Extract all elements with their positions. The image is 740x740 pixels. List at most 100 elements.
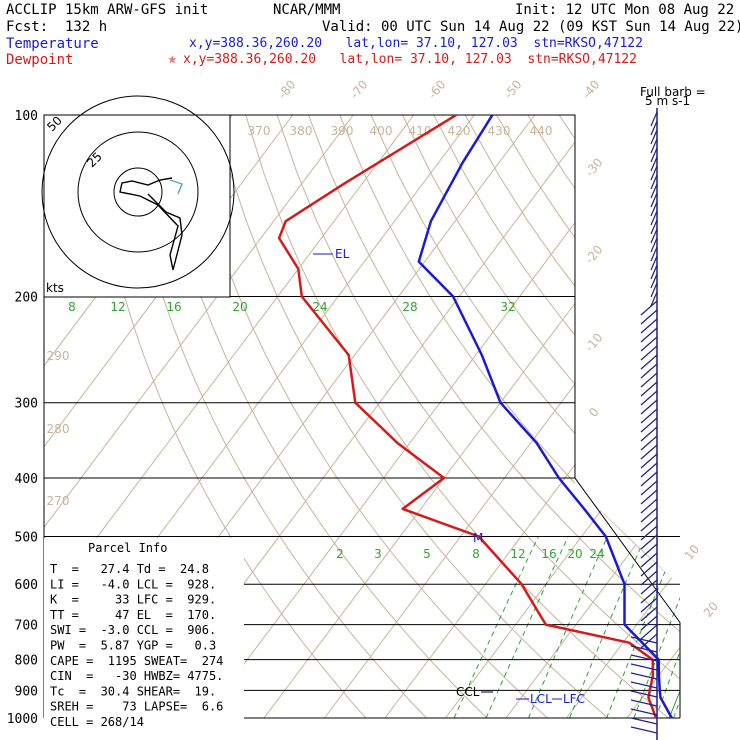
- wind-barb: [640, 336, 658, 352]
- model-title: ACCLIP 15km ARW-GFS init: [6, 2, 209, 18]
- ccl-label: CCL: [456, 685, 480, 699]
- wind-barb: [640, 417, 658, 433]
- wind-barb: [640, 444, 658, 460]
- wind-barb: [630, 654, 658, 662]
- parcel-info-row: K = 33 LFC = 929.: [50, 593, 216, 607]
- theta-label: 380: [290, 124, 313, 138]
- dry-adiabat-line: [652, 115, 680, 719]
- wind-barb: [640, 426, 658, 442]
- mixing-ratio-dashed-line: [673, 536, 680, 719]
- dry-adiabat-line: [276, 115, 680, 719]
- pressure-label: 400: [15, 472, 38, 487]
- wind-barb: [630, 663, 658, 671]
- isotherm-line: [44, 115, 415, 719]
- dry-adiabat-line: [214, 115, 609, 719]
- dry-adiabat-line: [120, 115, 427, 719]
- theta-label: 390: [331, 124, 354, 138]
- wind-barb: [630, 672, 658, 680]
- wind-barb: [650, 111, 658, 127]
- wind-barb: [630, 636, 658, 644]
- isotherm-label: 0: [586, 405, 602, 420]
- hodograph-box: [43, 114, 231, 298]
- wind-barb: [640, 372, 658, 388]
- wind-barb: [640, 507, 658, 523]
- wind-barb: [650, 228, 658, 244]
- isotherm-line: [566, 115, 680, 719]
- wind-barb: [640, 309, 658, 325]
- theta-label-left: 270: [47, 494, 70, 508]
- mixing-ratio-label: 32: [500, 300, 515, 314]
- pressure-label: 200: [15, 291, 38, 306]
- forecast-hour: Fcst: 132 h: [6, 19, 108, 35]
- dry-adiabat-line: [716, 115, 740, 718]
- mixing-ratio-line: [706, 297, 740, 719]
- wind-barb: [640, 354, 658, 370]
- lcl-label: LCL: [530, 692, 552, 706]
- mixing-ratio-dashed-line: [606, 536, 680, 719]
- isotherm-label: -60: [425, 77, 448, 101]
- theta-label: 370: [248, 124, 271, 138]
- parcel-info-row: SREH = 73 LAPSE= 6.6: [50, 700, 223, 714]
- parcel-info-row: T = 27.4 Td = 24.8: [50, 562, 209, 576]
- dewpoint-marker-icon: ✯: [168, 51, 177, 67]
- parcel-info-row: SWI = -3.0 CCL = 906.: [50, 623, 216, 637]
- isotherm-label: -50: [501, 77, 524, 101]
- dry-adiabat-line: [496, 115, 680, 719]
- org-label: NCAR/MMM: [273, 2, 341, 18]
- init-time: Init: 12 UTC Mon 08 Aug 22: [515, 2, 735, 18]
- temperature-legend: Temperature: [6, 36, 99, 52]
- wind-barb: [640, 516, 658, 532]
- hodograph-ring: [41, 95, 235, 289]
- isotherm-label: -80: [275, 77, 298, 101]
- dry-adiabat-line: [182, 115, 548, 719]
- wind-barb: [640, 543, 658, 559]
- dry-adiabat-line: [558, 115, 680, 719]
- wind-barb: [640, 606, 658, 622]
- wind-barb: [640, 318, 658, 334]
- wind-barb: [640, 363, 658, 379]
- wind-barb: [650, 120, 658, 136]
- theta-label: 400: [370, 124, 393, 138]
- wind-barb: [630, 681, 658, 689]
- wind-barb: [640, 381, 658, 397]
- dry-adiabat-line: [464, 115, 680, 719]
- wind-barb: [630, 717, 658, 725]
- wind-barb: [650, 138, 658, 154]
- mixing-ratio-label-lower: 20: [567, 547, 582, 561]
- wind-barb: [640, 570, 658, 586]
- mixing-ratio-dashed-line: [453, 536, 539, 719]
- mixing-ratio-label-lower: 5: [423, 547, 431, 561]
- wind-barb: [650, 246, 658, 262]
- isotherm-label: -20: [582, 242, 605, 266]
- wind-barb: [650, 129, 658, 145]
- wind-barb: [630, 690, 658, 698]
- theta-label: 440: [530, 124, 553, 138]
- isotherm-line: [324, 115, 680, 719]
- dry-adiabat-line: [621, 115, 680, 719]
- dry-adiabat-line: [308, 115, 680, 719]
- pressure-label: 300: [15, 397, 38, 412]
- mixing-ratio-label-lower: 8: [472, 547, 480, 561]
- pressure-label: 700: [15, 619, 38, 634]
- mixing-ratio-label: 12: [110, 300, 125, 314]
- wind-barb: [650, 273, 658, 289]
- wind-barb: [640, 390, 658, 406]
- dewpoint-location: x,y=388.36,260.20 lat,lon= 37.10, 127.03…: [183, 52, 637, 67]
- parcel-info-row: TT = 47 EL = 170.: [50, 608, 216, 622]
- parcel-info-row: Tc = 30.4 SHEAR= 19.: [50, 684, 216, 698]
- wind-barb: [640, 462, 658, 478]
- parcel-info-title: Parcel Info: [88, 541, 167, 555]
- parcel-info-row: CAPE = 1195 SWEAT= 274: [50, 654, 223, 668]
- temperature-profile: [417, 115, 673, 719]
- mixing-ratio-label-lower: 3: [374, 547, 382, 561]
- isotherm-label: 20: [701, 599, 722, 620]
- dewpoint-legend: Dewpoint: [6, 52, 74, 68]
- dry-adiabat-line: [433, 115, 680, 719]
- wind-barb: [630, 699, 658, 707]
- mixing-ratio-dashed-line: [485, 536, 569, 719]
- pressure-label: 600: [15, 578, 38, 593]
- pressure-label: 500: [15, 530, 38, 545]
- el-label: EL: [335, 247, 350, 261]
- wind-barb: [640, 579, 658, 595]
